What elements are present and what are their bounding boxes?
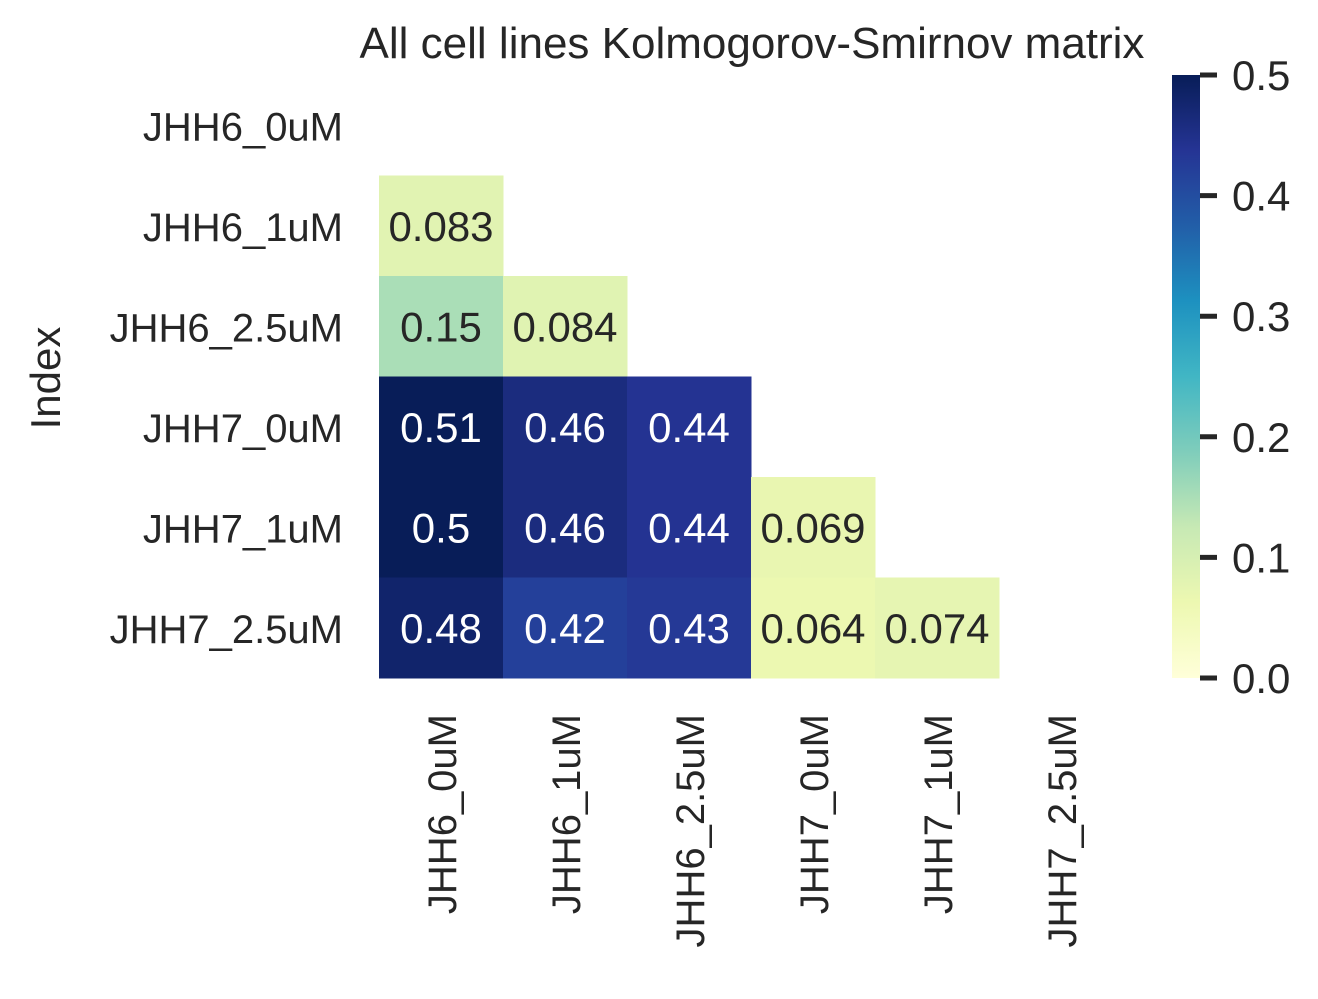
row-tick-label: JHH7_0uM [143,407,343,451]
row-tick-label: JHH7_1uM [143,507,343,551]
heatmap-cell [751,577,876,679]
row-tick-label: JHH7_2.5uM [110,608,343,652]
colorbar-tick-label: 0.1 [1232,534,1290,581]
heatmap-cell-labels: 0.083 0.15 0.084 0.51 0.46 0.44 0.5 0.46 0.44 0.0… [388,203,989,652]
cell-value-label: 0.5 [412,504,470,551]
colorbar-tick-label: 0.2 [1232,414,1290,461]
heatmap-cell [379,376,504,478]
heatmap-cell [379,477,504,578]
cell-value-label: 0.44 [648,404,730,451]
colorbar: 0.0 0.1 0.2 0.3 0.4 0.5 [1172,52,1290,702]
cell-value-label: 0.15 [400,303,482,350]
heatmap-cell [379,577,504,679]
y-axis-label: Index [22,327,69,430]
y-tick-labels: JHH6_0uM JHH6_1uM JHH6_2.5uM JHH7_0uM JHH7_1… [110,105,343,652]
cell-value-label: 0.074 [884,605,989,652]
colorbar-gradient [1172,75,1200,678]
heatmap-cell [751,477,876,578]
heatmap-cell [503,477,628,578]
row-tick-label: JHH6_1uM [143,206,343,250]
colorbar-ticks: 0.0 0.1 0.2 0.3 0.4 0.5 [1200,52,1290,702]
column-tick-label: JHH7_0uM [793,714,837,914]
colorbar-tick-label: 0.5 [1232,52,1290,99]
cell-value-label: 0.084 [512,303,617,350]
cell-value-label: 0.42 [524,605,606,652]
heatmap-cell [503,577,628,679]
cell-value-label: 0.43 [648,605,730,652]
row-tick-label: JHH6_0uM [143,105,343,149]
colorbar-tick-label: 0.4 [1232,173,1290,220]
heatmap-cell [379,175,504,277]
column-tick-label: JHH7_2.5uM [1041,714,1085,947]
column-tick-label: JHH6_0uM [421,714,465,914]
heatmap-cell [379,276,504,377]
cell-value-label: 0.46 [524,404,606,451]
cell-value-label: 0.069 [760,504,865,551]
heatmap-cell [503,376,628,478]
column-tick-label: JHH7_1uM [917,714,961,914]
row-tick-label: JHH6_2.5uM [110,306,343,350]
heatmap-cell [627,376,752,478]
cell-value-label: 0.48 [400,605,482,652]
column-tick-label: JHH6_2.5uM [669,714,713,947]
heatmap-cells [379,175,1000,679]
chart-title: All cell lines Kolmogorov-Smirnov matrix [360,19,1145,68]
heatmap-cell [627,477,752,578]
cell-value-label: 0.46 [524,504,606,551]
colorbar-tick-label: 0.0 [1232,655,1290,702]
heatmap-cell [627,577,752,679]
column-tick-label: JHH6_1uM [545,714,589,914]
heatmap-cell [503,276,628,377]
cell-value-label: 0.083 [388,203,493,250]
colorbar-tick-label: 0.3 [1232,293,1290,340]
x-tick-labels: JHH6_0uM JHH6_1uM JHH6_2.5uM JHH7_0uM JHH7_1… [421,714,1085,947]
cell-value-label: 0.51 [400,404,482,451]
heatmap-cell [875,577,1000,679]
cell-value-label: 0.44 [648,504,730,551]
cell-value-label: 0.064 [760,605,865,652]
